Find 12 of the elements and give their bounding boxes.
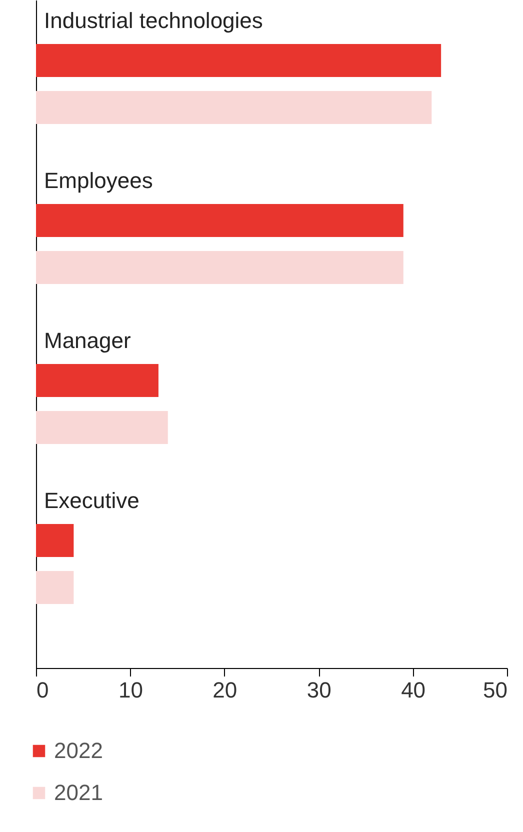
x-tick-label: 0: [36, 678, 49, 702]
x-tick-label: 40: [401, 678, 426, 702]
y-tick-label: Manager: [44, 328, 131, 353]
x-tick-label: 10: [118, 678, 143, 702]
x-tick-label: 30: [306, 678, 332, 702]
x-tick-label: 20: [212, 678, 238, 702]
y-tick-label: Employees: [44, 168, 153, 193]
legend-label: 2022: [54, 738, 103, 763]
x-tick-label: 50: [483, 678, 508, 702]
legend-label: 2021: [54, 780, 103, 805]
y-tick-label: Industrial technologies: [44, 8, 263, 33]
y-tick-label: Executive: [44, 488, 140, 513]
